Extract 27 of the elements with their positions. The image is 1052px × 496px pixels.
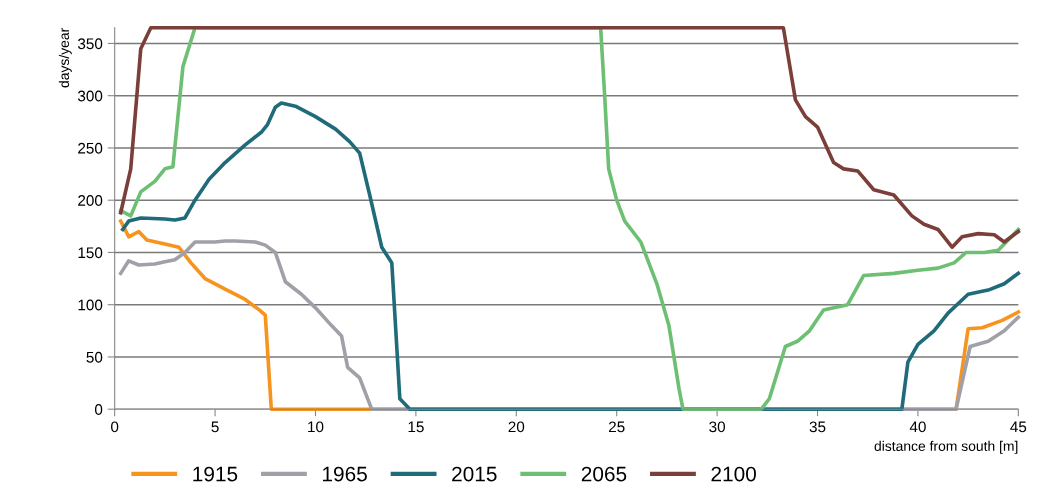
y-tick-label: 250	[78, 142, 103, 154]
line-series	[120, 101, 1021, 412]
legend-label: 2065	[581, 466, 627, 482]
x-tick-label: 10	[308, 421, 324, 433]
x-tick-label: 0	[111, 421, 119, 433]
x-axis-title: distance from south [m]	[874, 440, 1018, 454]
legend-label: 2100	[711, 466, 756, 482]
y-tick-label: 150	[78, 247, 103, 259]
y-tick-label: 0	[94, 404, 103, 415]
legend-label: 1915	[193, 466, 238, 482]
x-tick-label: 40	[909, 421, 926, 433]
y-tick-label: 100	[78, 299, 103, 311]
x-tick-label: 20	[508, 421, 525, 433]
x-tick-label: 15	[408, 421, 424, 433]
line-series	[118, 25, 1021, 250]
y-tick-label: 300	[77, 90, 103, 102]
x-tick-label: 30	[709, 421, 726, 433]
y-tick-label: 50	[86, 351, 103, 363]
legend-label: 2015	[452, 466, 497, 482]
x-tick-label: 25	[608, 421, 625, 433]
x-tick-label: 5	[211, 421, 219, 433]
legend-label: 1965	[323, 466, 367, 482]
y-axis-title: days/year	[58, 28, 72, 88]
y-tick-label: 350	[77, 38, 103, 50]
y-tick-label: 200	[78, 195, 103, 206]
x-tick-label: 35	[809, 421, 826, 433]
x-tick-label: 45	[1010, 421, 1027, 433]
